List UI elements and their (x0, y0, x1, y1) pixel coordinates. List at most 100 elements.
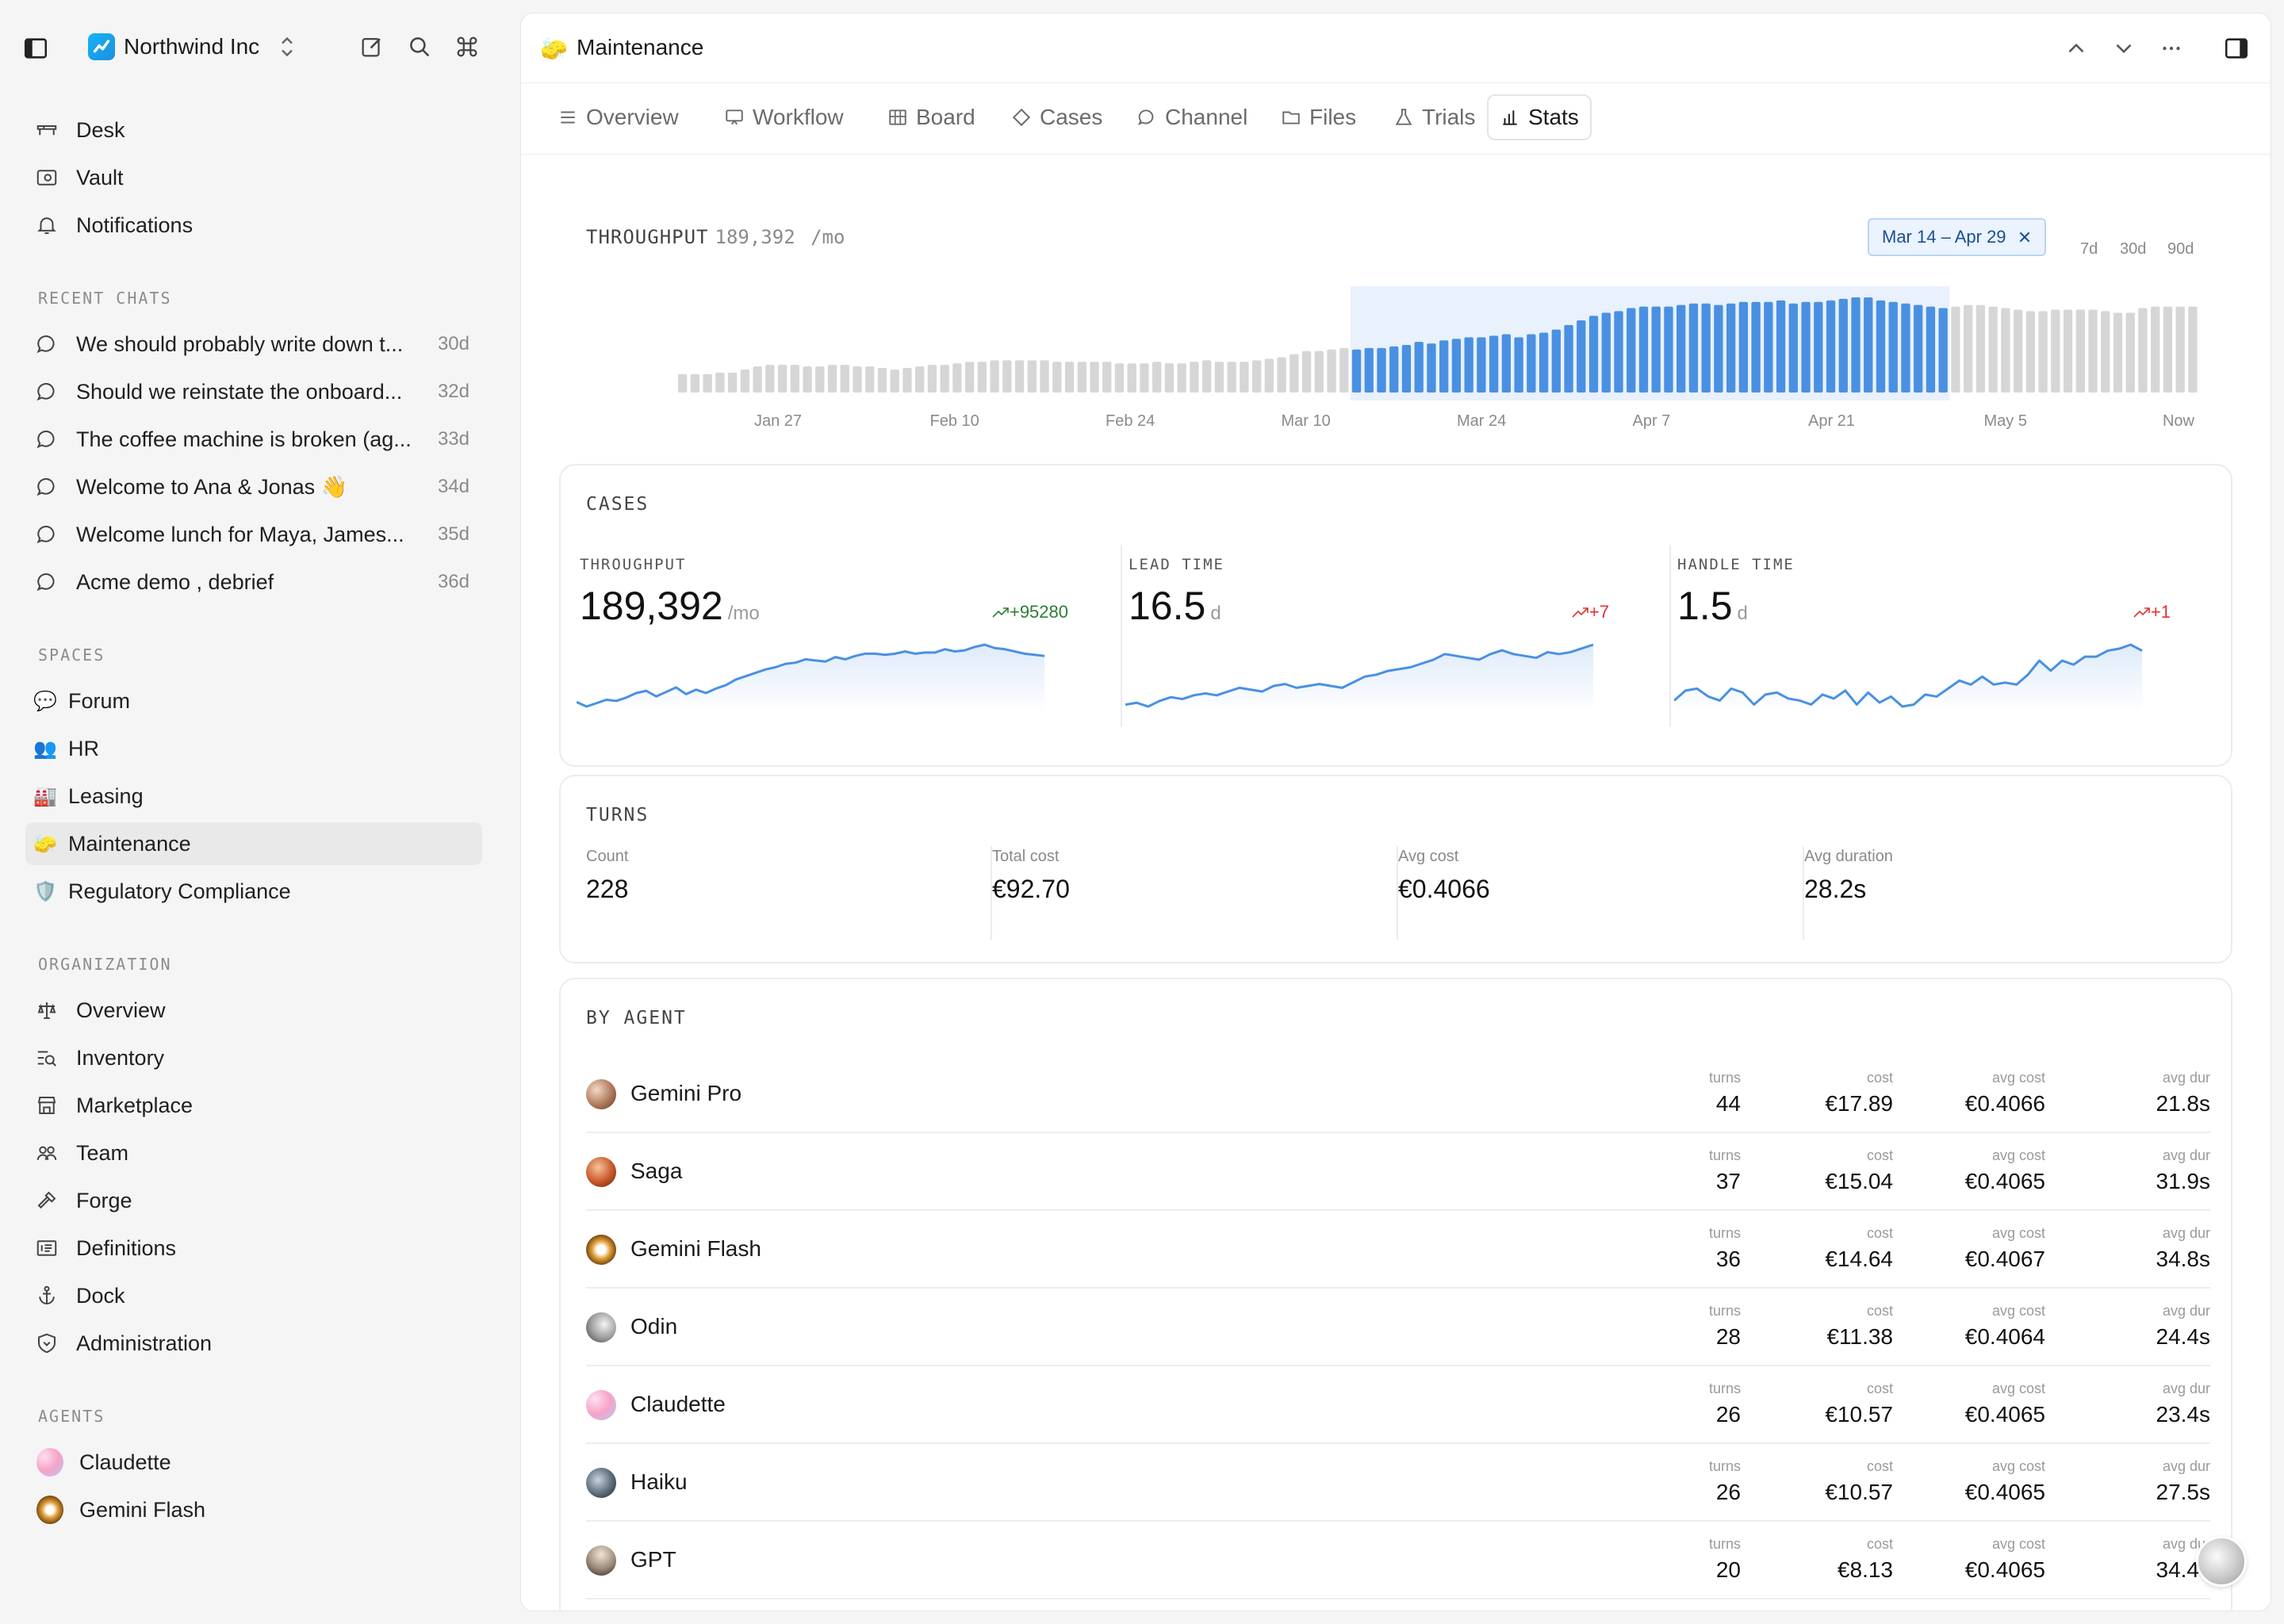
histogram-bar (1864, 297, 1873, 393)
table-row[interactable]: Haiku turns 26 cost €10.57 avg cost €0.4065 avg… (586, 1444, 2210, 1522)
inventory-icon (33, 1044, 60, 1071)
column-value: €10.57 (1825, 1402, 1893, 1427)
chat-item[interactable]: We should probably write down t... 30d (25, 323, 482, 366)
tab-files[interactable]: Files (1270, 94, 1367, 140)
workspace-name[interactable]: Northwind Inc (124, 34, 260, 59)
agent-col-avg-cost: avg cost €0.4065 (1887, 1536, 2045, 1583)
sidebar-item-forum[interactable]: 💬 Forum (25, 680, 482, 722)
chat-item[interactable]: Acme demo , debrief 36d (25, 561, 482, 603)
chat-title: Acme demo , debrief (76, 569, 274, 594)
sparkline-line (1674, 643, 2143, 708)
range-option-90d[interactable]: 90d (2167, 240, 2194, 258)
column-value: 44 (1715, 1091, 1741, 1116)
stat-label: Avg cost (1398, 848, 1459, 865)
command-icon[interactable] (454, 33, 481, 60)
chat-bubble-icon (33, 331, 60, 358)
chat-item[interactable]: Should we reinstate the onboard... 32d (25, 370, 482, 413)
sidebar-item-vault[interactable]: Vault (25, 156, 482, 199)
sidebar-item-administration[interactable]: Administration (25, 1322, 482, 1365)
x-tick-label: Mar 10 (1282, 412, 1331, 430)
workspace-switcher-chevron-icon[interactable] (278, 35, 297, 59)
histogram-bar (1240, 362, 1249, 393)
assistant-avatar-button[interactable] (2196, 1536, 2247, 1587)
diamond-icon (1012, 108, 1031, 127)
table-row[interactable]: Gemini Pro turns 44 cost €17.89 avg cost €0.40… (586, 1055, 2210, 1133)
chevron-up-icon[interactable] (2063, 35, 2090, 62)
tab-label: Board (916, 105, 975, 129)
tab-trials[interactable]: Trials (1382, 94, 1486, 140)
search-icon[interactable] (406, 33, 433, 60)
tab-stats[interactable]: Stats (1487, 94, 1592, 140)
column-label: cost (1866, 1458, 1893, 1474)
column-value: €0.4064 (1964, 1324, 2045, 1349)
tab-workflow[interactable]: Workflow (713, 94, 855, 140)
throughput-histogram[interactable]: Jan 27 Feb 10 Feb 24 Mar 10 Mar 24 Apr 7 Apr 2… (521, 275, 2271, 442)
chat-item[interactable]: Welcome to Ana & Jonas 👋 34d (25, 465, 482, 508)
column-value: 36 (1715, 1247, 1741, 1271)
marketplace-icon (33, 1092, 60, 1119)
histogram-bar (1976, 304, 1986, 393)
chat-item[interactable]: Welcome lunch for Maya, James... 35d (25, 513, 482, 556)
date-range-chip[interactable]: Mar 14 – Apr 29 (1868, 218, 2046, 256)
agent-avatar (586, 1545, 616, 1576)
sidebar-item-dock[interactable]: Dock (25, 1274, 482, 1317)
range-option-30d[interactable]: 30d (2120, 240, 2147, 258)
metric-label: HANDLE TIME (1677, 556, 1795, 573)
sidebar-item-forge[interactable]: Forge (25, 1179, 482, 1222)
histogram-bar (1651, 306, 1661, 393)
agent-name: Haiku (630, 1469, 688, 1494)
sidebar-item-marketplace[interactable]: Marketplace (25, 1084, 482, 1127)
tab-cases[interactable]: Cases (1000, 94, 1113, 140)
agent-name: GPT (630, 1547, 676, 1572)
trend-up-icon (1572, 607, 1588, 618)
sidebar-agent-claudette[interactable]: Claudette (25, 1441, 482, 1484)
sidebar-item-leasing[interactable]: 🏭 Leasing (25, 775, 482, 818)
column-label: avg dur (2162, 1458, 2210, 1474)
histogram-bar (1814, 301, 1823, 393)
chat-item[interactable]: The coffee machine is broken (ag... 33d (25, 418, 482, 461)
agent-col-avg-cost: avg cost €0.4065 (1887, 1458, 2045, 1505)
chevron-down-icon[interactable] (2110, 35, 2137, 62)
sidebar-item-label: Definitions (76, 1235, 177, 1260)
agent-col-avg-dur: avg dur 27.5s (2052, 1458, 2211, 1505)
turns-title: TURNS (586, 805, 650, 825)
sidebar-item-label: Leasing (68, 783, 144, 808)
by-agent-card: BY AGENT Gemini Pro turns 44 cost €17.89 avg … (559, 978, 2232, 1611)
sidebar-item-inventory[interactable]: Inventory (25, 1036, 482, 1079)
table-row[interactable]: Claudette turns 26 cost €10.57 avg cost €0.406… (586, 1366, 2210, 1444)
column-value: €10.57 (1825, 1480, 1893, 1504)
tab-overview[interactable]: Overview (546, 94, 690, 140)
compose-icon[interactable] (358, 33, 385, 60)
metric-number: 1.5 (1677, 584, 1733, 628)
table-row[interactable]: Odin turns 28 cost €11.38 avg cost €0.4064 avg … (586, 1289, 2210, 1366)
workspace-logo[interactable] (88, 33, 115, 60)
range-option-7d[interactable]: 7d (2080, 240, 2098, 258)
tab-channel[interactable]: Channel (1125, 94, 1259, 140)
sidebar-item-overview[interactable]: Overview (25, 989, 482, 1032)
clear-range-icon[interactable] (2018, 230, 2032, 244)
sidebar-toggle-icon[interactable] (22, 35, 49, 62)
people-emoji-icon: 👥 (33, 737, 57, 760)
sidebar-agent-gemini-flash[interactable]: Gemini Flash (25, 1488, 482, 1531)
sidebar-item-desk[interactable]: Desk (25, 109, 482, 151)
sidebar-item-hr[interactable]: 👥 HR (25, 727, 482, 770)
sidebar-item-regulatory-compliance[interactable]: 🛡️ Regulatory Compliance (25, 870, 482, 913)
sidebar-item-label: Team (76, 1140, 129, 1165)
chat-age: 32d (437, 381, 469, 402)
table-row[interactable]: Gemini Flash turns 36 cost €14.64 avg cost €0.… (586, 1211, 2210, 1289)
more-icon[interactable] (2158, 35, 2185, 62)
right-panel-toggle-icon[interactable] (2223, 35, 2250, 62)
tab-board[interactable]: Board (876, 94, 987, 140)
table-row[interactable]: GPT turns 20 cost €8.13 avg cost €0.4065 avg du… (586, 1522, 2210, 1599)
metric-handle-time: HANDLE TIME 1.5 d +1 (1658, 538, 2213, 721)
sidebar-item-team[interactable]: Team (25, 1132, 482, 1174)
agent-col-turns: turns 26 (1582, 1381, 1741, 1427)
sidebar-item-definitions[interactable]: Definitions (25, 1227, 482, 1270)
metric-value: 1.5 d (1677, 583, 1748, 629)
trend-up-icon (992, 607, 1009, 618)
sidebar-item-maintenance[interactable]: 🧽 Maintenance (25, 822, 482, 865)
vault-icon (33, 164, 60, 191)
table-row[interactable]: Saga turns 37 cost €15.04 avg cost €0.4065 avg … (586, 1133, 2210, 1211)
sidebar-item-notifications[interactable]: Notifications (25, 204, 482, 247)
metric-delta-value: +95280 (1009, 602, 1068, 622)
